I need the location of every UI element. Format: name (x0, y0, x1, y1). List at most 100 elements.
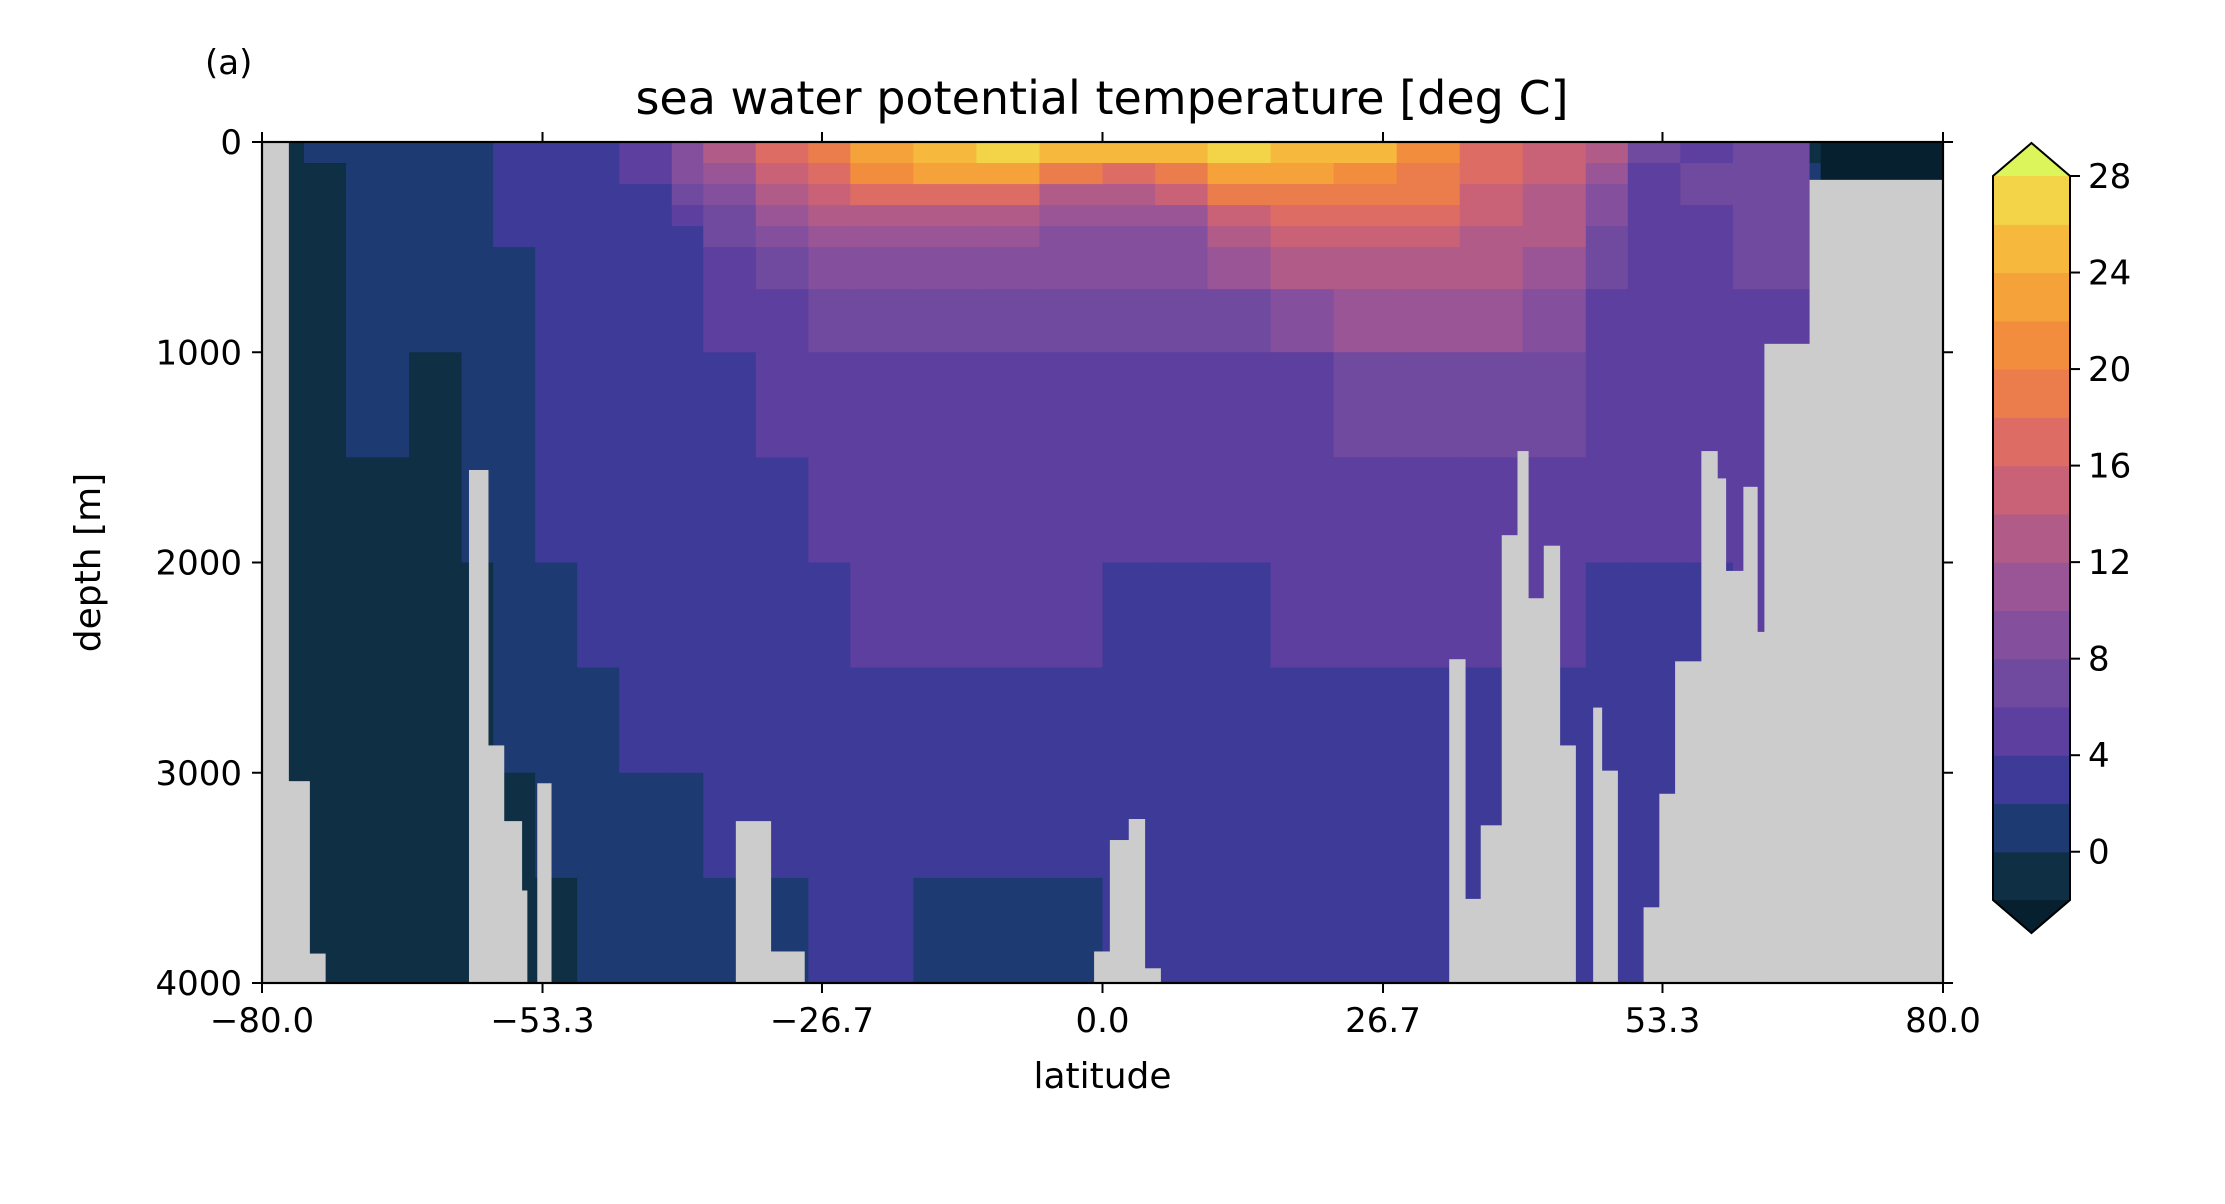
field-cell (671, 247, 704, 290)
field-cell (1333, 163, 1398, 185)
field-cell (346, 247, 410, 290)
field-cell (671, 163, 704, 185)
x-tick-label: 26.7 (1345, 1001, 1421, 1041)
field-cell (1270, 289, 1335, 353)
field-cell (1270, 562, 1335, 669)
field-cell (1102, 184, 1156, 206)
field-cell (1102, 562, 1156, 669)
colorbar-band (1993, 369, 2070, 418)
land-column (1517, 451, 1529, 983)
field-cell (1459, 184, 1524, 206)
land-column (1593, 707, 1603, 983)
field-cell (850, 163, 914, 185)
field-cell (976, 142, 1041, 164)
land-column (288, 781, 310, 983)
field-cell (346, 352, 410, 458)
field-cell (913, 247, 978, 290)
field-cell (1333, 142, 1398, 164)
field-cell (619, 877, 673, 983)
field-cell (703, 247, 757, 290)
plot-area (260, 140, 1945, 985)
field-cell (1459, 289, 1524, 353)
land-column (1109, 840, 1130, 983)
field-cell (976, 562, 1041, 669)
field-cell (409, 226, 463, 248)
field-cell (346, 163, 410, 185)
field-cell (409, 184, 463, 206)
field-cell (1207, 457, 1272, 564)
field-cell (755, 352, 809, 458)
field-cell (1396, 142, 1461, 164)
field-cell (850, 562, 914, 669)
field-cell (1333, 562, 1398, 669)
land-column (1501, 535, 1519, 983)
field-cell (1585, 247, 1629, 290)
field-cell (1155, 142, 1209, 164)
y-axis: 0 1000 2000 3000 4000 (155, 123, 1953, 1004)
field-cell (1155, 772, 1209, 879)
land-column (1601, 770, 1618, 983)
field-cell (755, 142, 809, 164)
field-cell (1039, 184, 1104, 206)
field-cell (1522, 142, 1587, 164)
field-cell (1680, 352, 1734, 458)
field-cell (755, 667, 809, 774)
field-cell (976, 247, 1041, 290)
field-cell (1039, 163, 1104, 185)
field-cell (1459, 226, 1524, 248)
field-cell (1270, 247, 1335, 290)
field-cell (493, 289, 536, 353)
field-cell (619, 772, 673, 879)
field-cell (671, 667, 704, 774)
field-cell (577, 562, 620, 669)
field-cell (1732, 184, 1787, 206)
field-cell (671, 184, 704, 206)
field-cell (346, 205, 410, 227)
field-cell (493, 247, 536, 290)
field-cell (577, 184, 620, 206)
field-cell (1207, 226, 1272, 248)
field-cell (1732, 289, 1787, 353)
field-cell (1155, 289, 1209, 353)
field-cell (1102, 226, 1156, 248)
field-cell (1585, 562, 1629, 669)
field-cell (535, 184, 578, 206)
field-cell (461, 205, 494, 227)
field-cell (1585, 667, 1629, 774)
field-cell (304, 562, 347, 669)
field-cell (671, 142, 704, 164)
field-cell (755, 205, 809, 227)
land-column (1675, 661, 1702, 983)
field-cell (1207, 247, 1272, 290)
x-tick-label: 53.3 (1625, 1001, 1701, 1041)
field-cell (1270, 457, 1335, 564)
colorbar-tick-label: 20 (2088, 350, 2131, 390)
colorbar-band (1993, 755, 2070, 805)
field-cell (671, 226, 704, 248)
field-cell (461, 184, 494, 206)
y-tick-label: 0 (220, 123, 242, 163)
field-cell (1270, 226, 1335, 248)
land-column (1144, 968, 1161, 983)
field-cell (1333, 247, 1398, 290)
colorbar-tick-label: 0 (2088, 833, 2110, 873)
field-cell (808, 142, 851, 164)
field-cell (1155, 877, 1209, 983)
field-cell (1207, 562, 1272, 669)
field-cell (671, 352, 704, 458)
field-cell (1396, 184, 1461, 206)
x-tick-label: −26.7 (770, 1001, 874, 1041)
field-cell (1680, 163, 1734, 185)
field-cell (409, 457, 463, 564)
field-cell (577, 163, 620, 185)
field-cell (1155, 667, 1209, 774)
field-cell (346, 184, 410, 206)
field-cell (1680, 142, 1734, 164)
land-mask (262, 142, 1943, 983)
field-cell (1039, 142, 1104, 164)
field-cell (1459, 247, 1524, 290)
field-cell (493, 457, 536, 564)
field-cell (1207, 667, 1272, 774)
x-tick-label: −80.0 (210, 1001, 314, 1041)
land-column (1725, 570, 1744, 983)
